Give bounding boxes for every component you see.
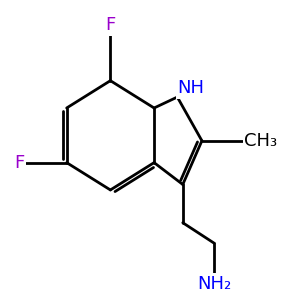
Text: NH₂: NH₂ <box>197 274 231 292</box>
Text: F: F <box>14 154 24 172</box>
Text: CH₃: CH₃ <box>244 132 278 150</box>
Text: F: F <box>105 16 116 34</box>
Text: NH: NH <box>177 79 204 97</box>
